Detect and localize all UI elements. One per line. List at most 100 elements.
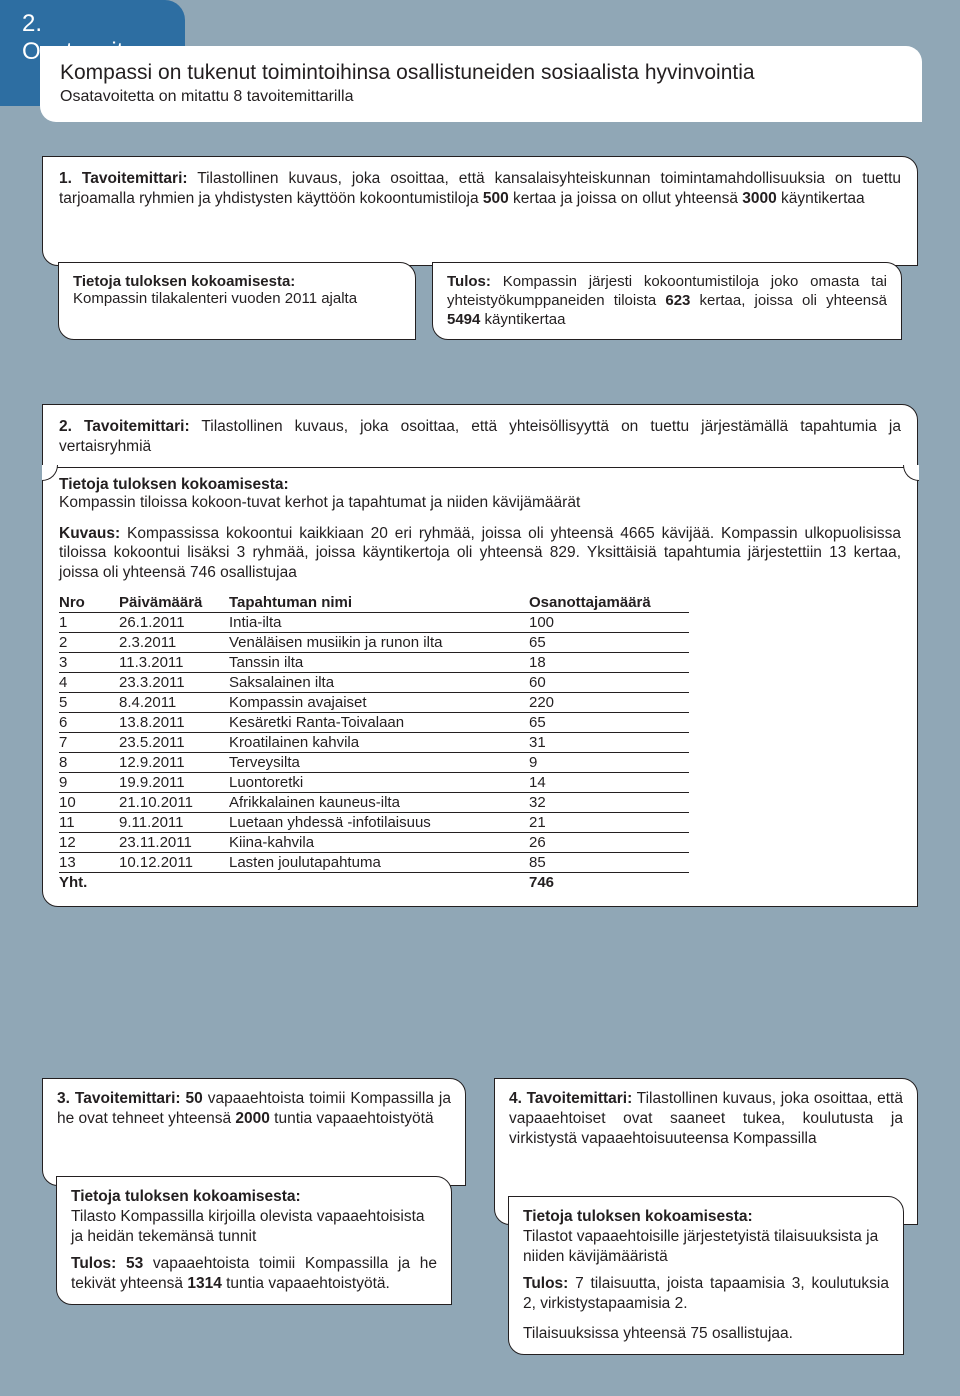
table-row: 723.5.2011Kroatilainen kahvila31 xyxy=(59,733,689,753)
table-cell: Afrikkalainen kauneus-ilta xyxy=(229,793,529,813)
table-cell: 9 xyxy=(529,753,689,773)
table-cell: 220 xyxy=(529,693,689,713)
table-cell: 23.11.2011 xyxy=(119,833,229,853)
indicator-2-box: 2. Tavoitemittari: Tilastollinen kuvaus,… xyxy=(42,404,918,907)
table-cell: 10.12.2011 xyxy=(119,853,229,873)
table-cell: 18 xyxy=(529,653,689,673)
page-title: Kompassi on tukenut toimintoihinsa osall… xyxy=(60,60,902,85)
table-row: 58.4.2011Kompassin avajaiset220 xyxy=(59,693,689,713)
sources-body: Kompassin tilakalenteri vuoden 2011 ajal… xyxy=(73,290,401,309)
events-table: Nro Päivämäärä Tapahtuman nimi Osanottaj… xyxy=(59,593,689,892)
indicator-1-result-box: Tulos: Kompassin järjesti kokoontumistil… xyxy=(432,262,902,340)
col-nro: Nro xyxy=(59,593,119,613)
sources-title: Tietoja tuloksen kokoamisesta: xyxy=(73,273,401,290)
table-header-row: Nro Päivämäärä Tapahtuman nimi Osanottaj… xyxy=(59,593,689,613)
table-cell: 4 xyxy=(59,673,119,693)
table-cell: Lasten joulutapahtuma xyxy=(229,853,529,873)
table-cell: 8 xyxy=(59,753,119,773)
indicator-2-text: 2. Tavoitemittari: Tilastollinen kuvaus,… xyxy=(59,417,901,457)
table-cell: 9.11.2011 xyxy=(119,813,229,833)
indicator-1-box: 1. Tavoitemittari: Tilastollinen kuvaus,… xyxy=(42,156,918,266)
indicator-3-box: 3. Tavoitemittari: 50 vapaaehtoista toim… xyxy=(42,1078,466,1186)
table-cell: 65 xyxy=(529,633,689,653)
table-cell: Yht. xyxy=(59,873,119,893)
table-cell: 32 xyxy=(529,793,689,813)
indicator-3-result: Tulos: 53 vapaaehtoista toimii Kompassil… xyxy=(71,1254,437,1294)
header-card: Kompassi on tukenut toimintoihinsa osall… xyxy=(40,46,922,122)
table-row: 311.3.2011Tanssin ilta18 xyxy=(59,653,689,673)
table-cell: Venäläisen musiikin ja runon ilta xyxy=(229,633,529,653)
table-cell: 12 xyxy=(59,833,119,853)
table-cell: 11.3.2011 xyxy=(119,653,229,673)
table-row: 1310.12.2011Lasten joulutapahtuma85 xyxy=(59,853,689,873)
table-cell: 31 xyxy=(529,733,689,753)
indicator-1-sources-box: Tietoja tuloksen kokoamisesta: Kompassin… xyxy=(58,262,416,340)
table-cell: 60 xyxy=(529,673,689,693)
table-cell: 7 xyxy=(59,733,119,753)
table-cell: 11 xyxy=(59,813,119,833)
table-cell: 13.8.2011 xyxy=(119,713,229,733)
table-cell: 8.4.2011 xyxy=(119,693,229,713)
table-cell: 100 xyxy=(529,613,689,633)
table-total-row: Yht. 746 xyxy=(59,873,689,893)
col-count: Osanottajamäärä xyxy=(529,593,689,613)
indicator-4-result: Tulos: 7 tilaisuutta, joista tapaamisia … xyxy=(523,1274,889,1314)
table-cell: 19.9.2011 xyxy=(119,773,229,793)
table-cell: Tanssin ilta xyxy=(229,653,529,673)
table-row: 1223.11.2011Kiina-kahvila26 xyxy=(59,833,689,853)
table-cell: 85 xyxy=(529,853,689,873)
table-row: 919.9.2011Luontoretki14 xyxy=(59,773,689,793)
table-cell: 746 xyxy=(529,873,689,893)
table-cell: 23.5.2011 xyxy=(119,733,229,753)
table-cell: 14 xyxy=(529,773,689,793)
result-text: Tulos: Kompassin järjesti kokoontumistil… xyxy=(447,273,887,329)
table-cell: 9 xyxy=(59,773,119,793)
table-cell: Intia-ilta xyxy=(229,613,529,633)
table-cell: 5 xyxy=(59,693,119,713)
table-cell: 23.3.2011 xyxy=(119,673,229,693)
table-row: 423.3.2011Saksalainen ilta60 xyxy=(59,673,689,693)
indicator-3-column: 3. Tavoitemittari: 50 vapaaehtoista toim… xyxy=(42,1078,466,1225)
col-name: Tapahtuman nimi xyxy=(229,593,529,613)
indicator-3-inner-box: Tietoja tuloksen kokoamisesta: Tilasto K… xyxy=(56,1176,452,1305)
table-cell xyxy=(229,873,529,893)
table-cell: 3 xyxy=(59,653,119,673)
table-row: 1021.10.2011Afrikkalainen kauneus-ilta32 xyxy=(59,793,689,813)
indicator-4-inner-box: Tietoja tuloksen kokoamisesta: Tilastot … xyxy=(508,1196,904,1355)
table-cell: 1 xyxy=(59,613,119,633)
table-cell: Kesäretki Ranta-Toivalaan xyxy=(229,713,529,733)
table-cell: 2.3.2011 xyxy=(119,633,229,653)
indicator-2-description: Kuvaus: Kompassissa kokoontui kaikkiaan … xyxy=(59,524,901,583)
table-cell: Saksalainen ilta xyxy=(229,673,529,693)
table-row: 119.11.2011Luetaan yhdessä -infotilaisuu… xyxy=(59,813,689,833)
table-cell: 2 xyxy=(59,633,119,653)
table-cell: 12.9.2011 xyxy=(119,753,229,773)
table-cell: 65 xyxy=(529,713,689,733)
table-cell: 26 xyxy=(529,833,689,853)
divider xyxy=(43,467,917,468)
page-subtitle: Osatavoitetta on mitattu 8 tavoitemittar… xyxy=(60,88,902,106)
table-row: 812.9.2011Terveysilta9 xyxy=(59,753,689,773)
indicator-2-sources: Tietoja tuloksen kokoamisesta: Kompassin… xyxy=(59,468,901,512)
indicator-1-subrow: Tietoja tuloksen kokoamisesta: Kompassin… xyxy=(58,262,902,340)
indicator-1-lead: 1. Tavoitemittari: xyxy=(59,170,188,187)
table-cell: Luetaan yhdessä -infotilaisuus xyxy=(229,813,529,833)
table-cell: Kroatilainen kahvila xyxy=(229,733,529,753)
table-cell: 13 xyxy=(59,853,119,873)
indicator-4-column: 4. Tavoitemittari: Tilastollinen kuvaus,… xyxy=(494,1078,918,1225)
table-cell: Luontoretki xyxy=(229,773,529,793)
table-cell: Kiina-kahvila xyxy=(229,833,529,853)
table-cell: 26.1.2011 xyxy=(119,613,229,633)
table-cell: Kompassin avajaiset xyxy=(229,693,529,713)
indicator-4-extra: Tilaisuuksissa yhteensä 75 osallistujaa. xyxy=(523,1324,889,1344)
table-cell: 10 xyxy=(59,793,119,813)
table-cell xyxy=(119,873,229,893)
table-row: 126.1.2011Intia-ilta100 xyxy=(59,613,689,633)
table-cell: Terveysilta xyxy=(229,753,529,773)
col-date: Päivämäärä xyxy=(119,593,229,613)
bottom-row: 3. Tavoitemittari: 50 vapaaehtoista toim… xyxy=(42,1078,918,1225)
table-cell: 6 xyxy=(59,713,119,733)
table-cell: 21 xyxy=(529,813,689,833)
indicator-1-text: 1. Tavoitemittari: Tilastollinen kuvaus,… xyxy=(59,169,901,209)
table-row: 613.8.2011Kesäretki Ranta-Toivalaan65 xyxy=(59,713,689,733)
